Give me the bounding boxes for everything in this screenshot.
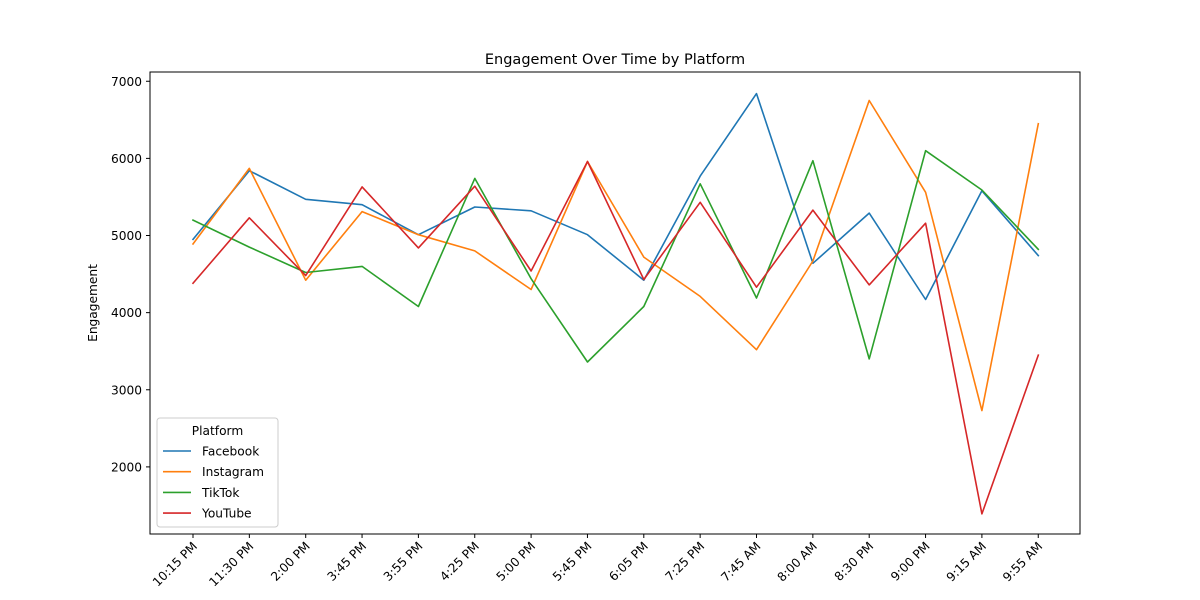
x-tick-label: 9:55 AM [1000, 539, 1045, 584]
y-tick-label: 4000 [111, 306, 142, 320]
x-tick-label: 10:15 PM [150, 539, 200, 589]
y-tick-label: 3000 [111, 383, 142, 397]
legend: Platform Facebook Instagram TikTok YouTube [156, 417, 279, 528]
y-axis: 2000 3000 4000 5000 6000 7000 [111, 75, 150, 474]
chart-title: Engagement Over Time by Platform [485, 52, 745, 68]
x-tick-label: 4:25 PM [437, 539, 482, 584]
x-tick-label: 11:30 PM [206, 539, 256, 589]
plot-frame [149, 71, 1081, 535]
series-line-tiktok [191, 149, 1040, 363]
y-tick-label: 7000 [111, 75, 142, 89]
x-tick-label: 3:55 PM [381, 539, 426, 584]
x-tick-label: 3:45 PM [325, 539, 370, 584]
y-tick-label: 6000 [111, 152, 142, 166]
x-tick-label: 7:45 AM [718, 539, 763, 584]
y-axis-label: Engagement [86, 264, 100, 342]
x-tick-label: 9:15 AM [944, 539, 989, 584]
series-line-youtube [191, 160, 1040, 515]
x-tick-label: 8:30 PM [832, 539, 877, 584]
y-tick-label: 2000 [111, 460, 142, 474]
plot-area [191, 92, 1040, 515]
x-tick-label: 6:05 PM [606, 539, 651, 584]
legend-label-youtube: YouTube [201, 507, 252, 521]
legend-box [156, 417, 279, 528]
legend-label-instagram: Instagram [202, 465, 264, 479]
series-line-instagram [191, 99, 1040, 412]
legend-label-tiktok: TikTok [201, 486, 240, 500]
series-line-facebook [191, 92, 1040, 301]
x-tick-label: 5:00 PM [494, 539, 539, 584]
x-tick-label: 5:45 PM [550, 539, 595, 584]
x-axis: 10:15 PM 11:30 PM 2:00 PM 3:45 PM 3:55 PM 4:2… [150, 534, 1045, 589]
x-tick-label: 8:00 AM [775, 539, 820, 584]
legend-title: Platform [192, 424, 243, 438]
x-tick-label: 9:00 PM [888, 539, 933, 584]
x-tick-label: 7:25 PM [663, 539, 708, 584]
legend-label-facebook: Facebook [202, 445, 260, 459]
x-tick-label: 2:00 PM [268, 539, 313, 584]
y-tick-label: 5000 [111, 229, 142, 243]
